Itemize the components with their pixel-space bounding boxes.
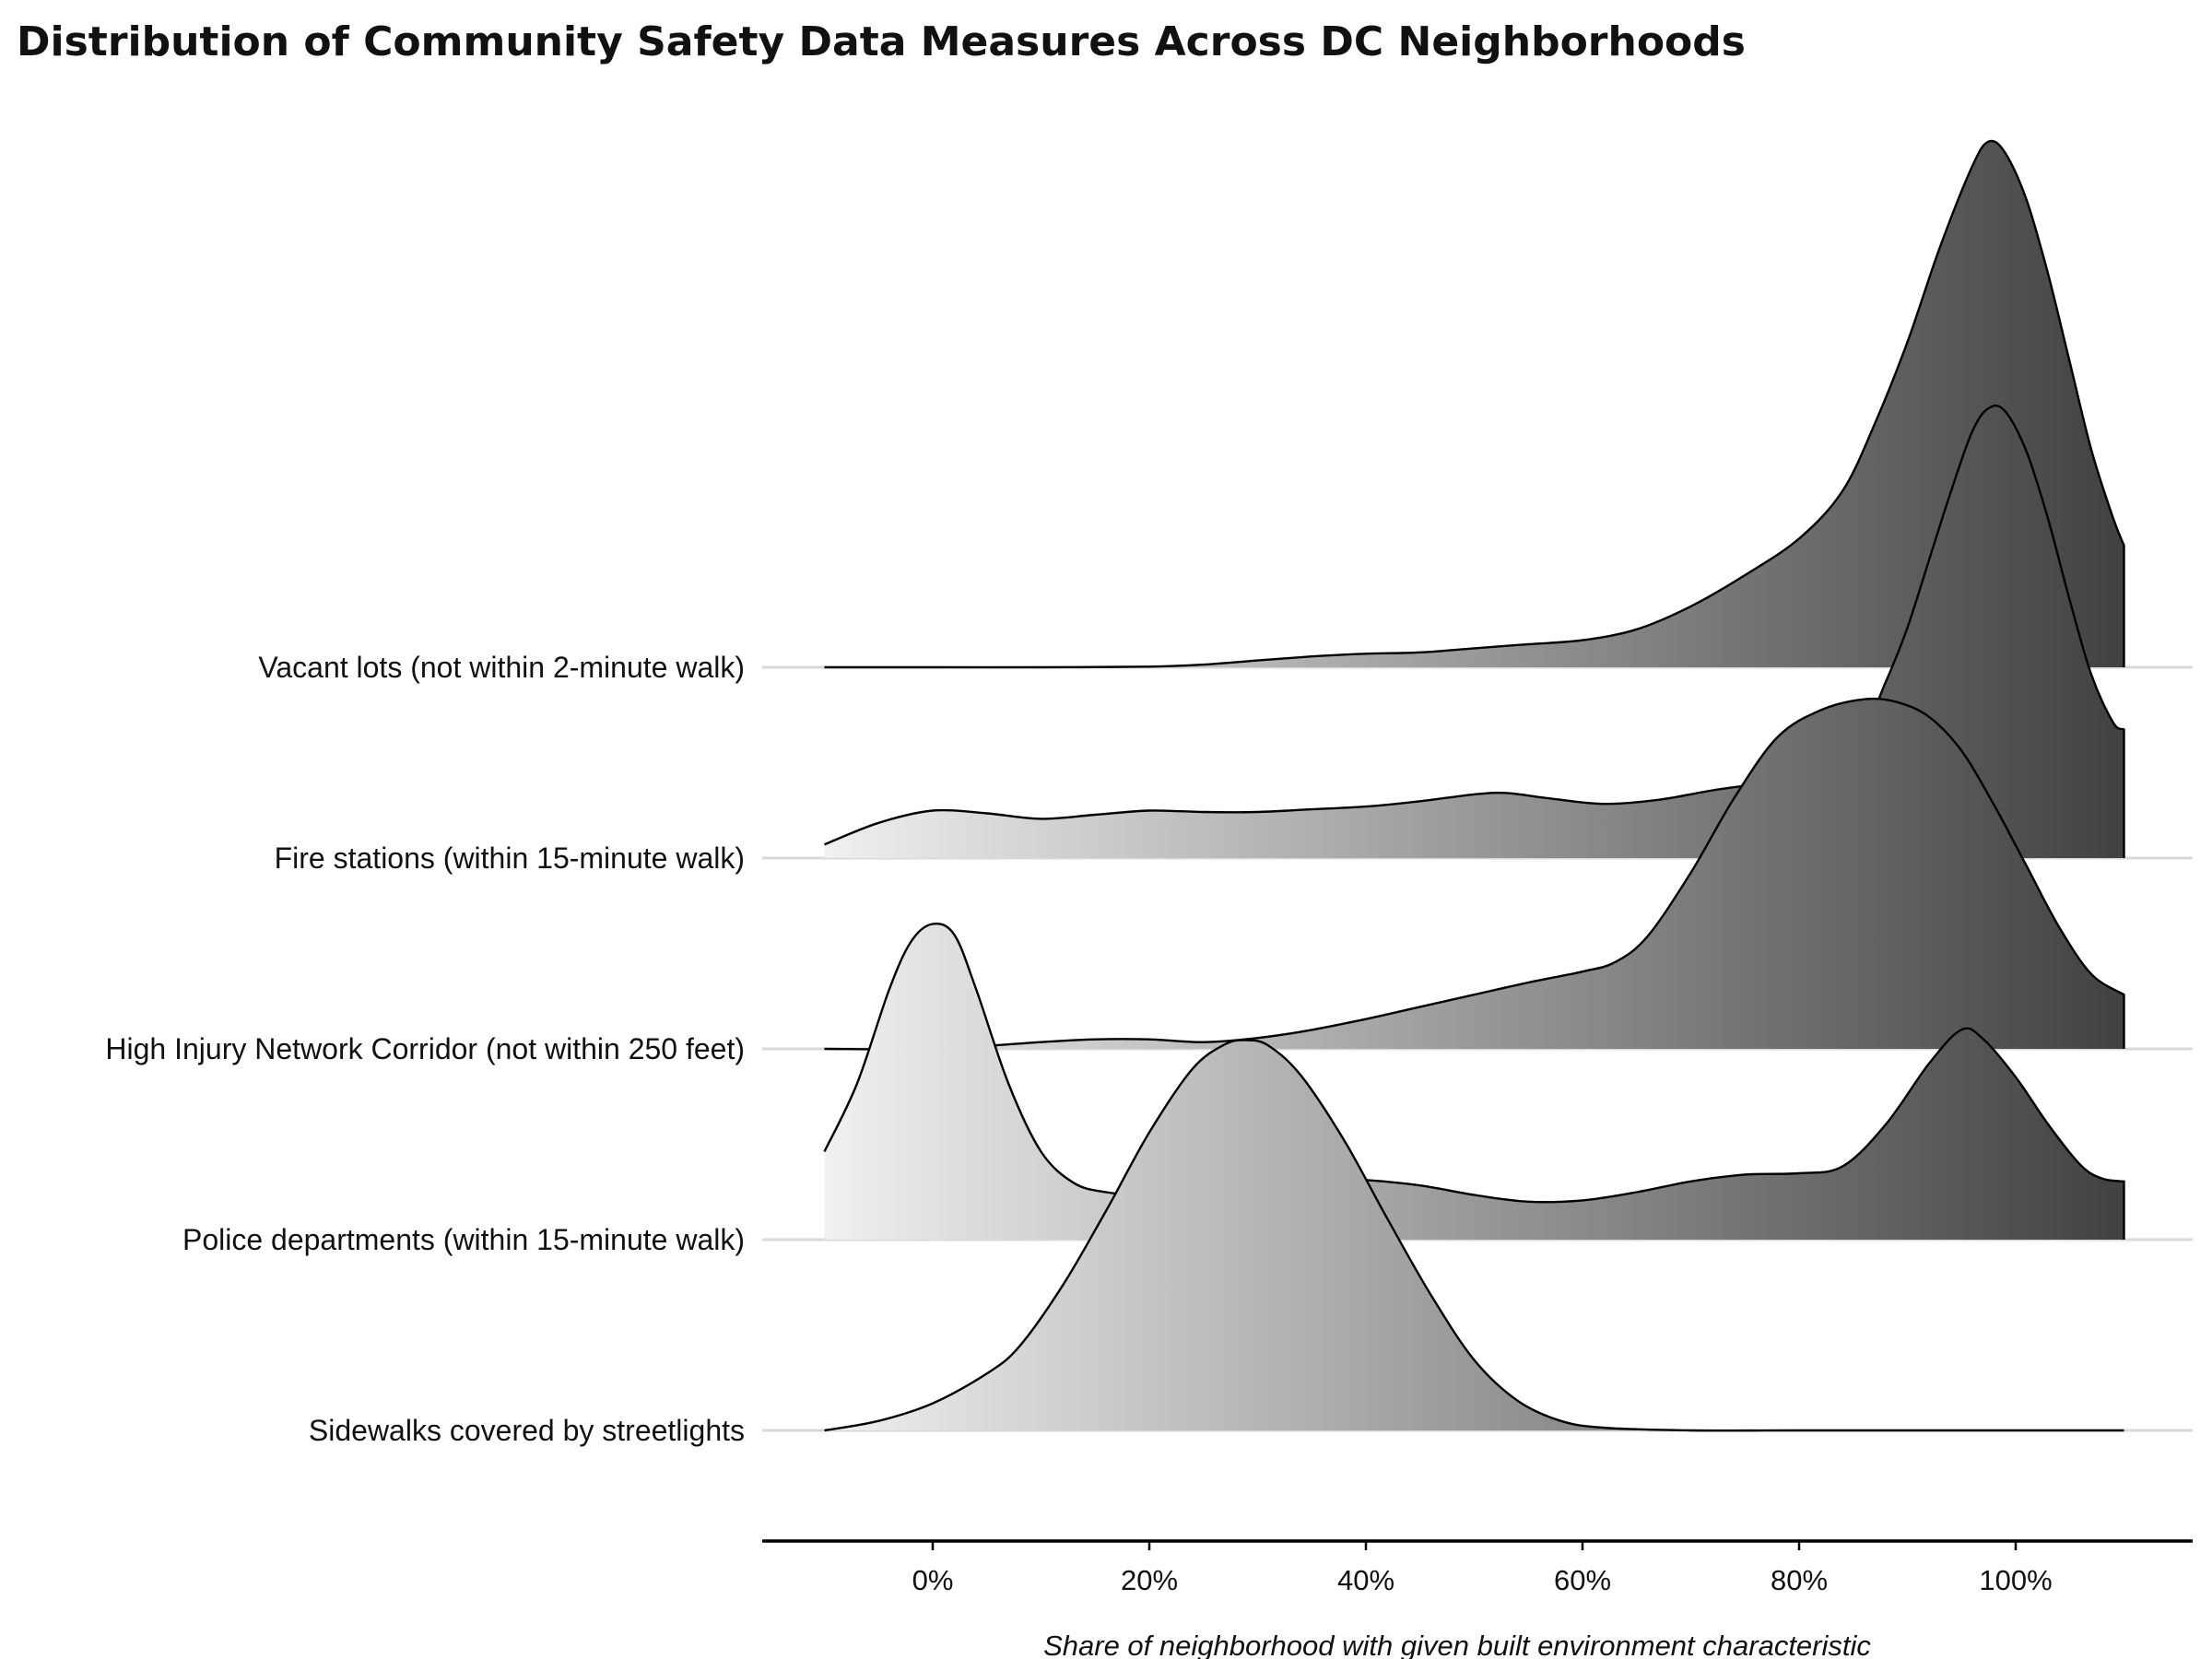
ridge-outline <box>824 697 2125 1051</box>
ridge-area <box>824 1040 2124 1431</box>
ridge-series <box>823 922 2125 1240</box>
x-axis-title: Share of neighborhood with given built e… <box>1043 1630 1871 1659</box>
category-label: Vacant lots (not within 2-minute walk) <box>258 651 745 684</box>
x-tick-label: 100% <box>1979 1564 2052 1596</box>
ridge-area <box>824 924 2124 1240</box>
x-tick-label: 60% <box>1554 1564 1611 1596</box>
ridge-outline <box>824 1039 2124 1432</box>
ridge-area <box>824 699 2124 1050</box>
ridge-series <box>824 697 2125 1051</box>
x-tick-label: 80% <box>1771 1564 1828 1596</box>
x-tick-label: 0% <box>912 1564 954 1596</box>
x-tick-label: 20% <box>1121 1564 1178 1596</box>
ridge-outline <box>823 922 2125 1240</box>
ridge-series-group <box>823 139 2125 1432</box>
ridge-outline <box>824 404 2125 858</box>
category-label: Fire stations (within 15-minute walk) <box>275 841 745 875</box>
category-label: Police departments (within 15-minute wal… <box>182 1223 745 1256</box>
category-labels: Vacant lots (not within 2-minute walk) Fi… <box>105 651 745 1447</box>
ridge-outline <box>824 139 2125 669</box>
chart-title: Distribution of Community Safety Data Me… <box>17 18 1746 65</box>
category-label: Sidewalks covered by streetlights <box>309 1414 745 1447</box>
x-axis-ticks: 0% 20% 40% 60% 80% 100% <box>912 1541 2053 1596</box>
ridge-series <box>824 1039 2124 1432</box>
x-tick-label: 40% <box>1337 1564 1394 1596</box>
category-label: High Injury Network Corridor (not within… <box>105 1032 745 1065</box>
